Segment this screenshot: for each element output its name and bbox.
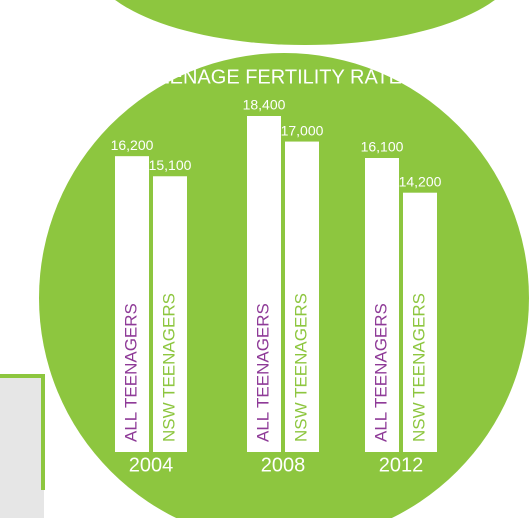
data-label: 15,100	[149, 157, 192, 173]
bar	[365, 158, 399, 452]
x-tick-label: 2004	[129, 454, 174, 476]
bar	[285, 141, 319, 452]
data-label: 17,000	[281, 122, 324, 138]
side-panel	[0, 375, 44, 518]
data-label: 16,100	[361, 139, 404, 155]
series-label: ALL TEENAGERS	[371, 303, 390, 442]
bar	[115, 156, 149, 452]
data-label: 14,200	[399, 173, 442, 189]
frame-line	[0, 374, 45, 490]
chart-title: TEENAGE FERTILITY RATE	[144, 66, 402, 88]
series-label: NSW TEENAGERS	[409, 293, 428, 442]
x-tick-label: 2008	[261, 454, 306, 476]
series-label: NSW TEENAGERS	[291, 293, 310, 442]
bar	[153, 176, 187, 452]
data-label: 18,400	[243, 97, 286, 113]
bar	[403, 192, 437, 452]
series-label: NSW TEENAGERS	[159, 293, 178, 442]
series-label: ALL TEENAGERS	[253, 303, 272, 442]
top-circle	[115, 0, 495, 45]
bar	[247, 116, 281, 452]
x-tick-label: 2012	[379, 454, 424, 476]
series-label: ALL TEENAGERS	[121, 303, 140, 442]
data-label: 16,200	[111, 137, 154, 153]
